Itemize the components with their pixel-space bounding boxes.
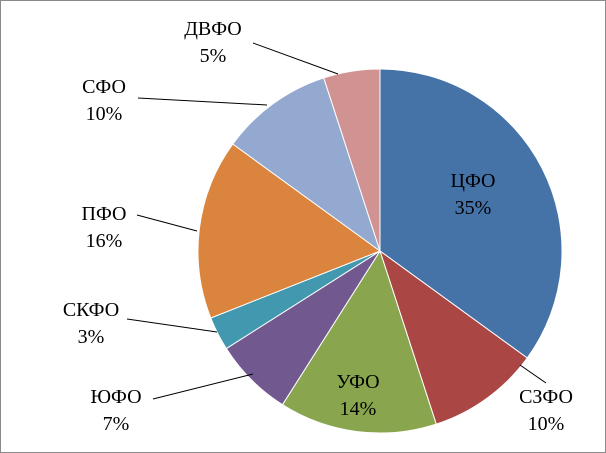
pie-slice-ЦФО (379, 68, 563, 359)
slice-percent-СЗФО: 10% (528, 413, 565, 435)
slice-name-ПФО: ПФО (82, 203, 127, 225)
slice-percent-ПФО: 16% (86, 230, 123, 252)
pie-slice-ПФО (197, 143, 382, 319)
slice-percent-ДВФО: 5% (200, 45, 227, 67)
slice-name-СЗФО: СЗФО (519, 386, 573, 408)
leader-line-ДВФО (252, 42, 339, 75)
slice-percent-СКФО: 3% (78, 326, 105, 348)
slice-labels: ЦФО 35% СЗФО 10% УФО 14% ЮФО 7% СКФО 3% ПФО 16% СФО 1… (63, 18, 573, 435)
leader-line-СЗФО (519, 364, 547, 384)
leader-lines (126, 42, 547, 400)
slice-percent-ЮФО: 7% (103, 413, 130, 435)
slice-label-ПФО: ПФО 16% (82, 203, 127, 252)
leader-line-ПФО (136, 214, 198, 232)
slice-label-ЦФО: ЦФО 35% (451, 170, 496, 219)
pie-slice-СЗФО (379, 249, 528, 425)
slice-percent-СФО: 10% (86, 103, 123, 125)
pie-slice-ДВФО (323, 68, 381, 252)
slice-label-СФО: СФО 10% (82, 76, 126, 125)
slice-percent-УФО: 14% (340, 398, 377, 420)
slice-label-ЮФО: ЮФО 7% (90, 386, 141, 435)
pie-slice-СФО (232, 77, 381, 253)
slice-label-СКФО: СКФО 3% (63, 299, 119, 348)
slice-name-ДВФО: ДВФО (184, 18, 241, 40)
leader-line-СКФО (126, 318, 218, 333)
pie-slices (197, 68, 563, 434)
slice-name-СФО: СФО (82, 76, 126, 98)
slice-label-ДВФО: ДВФО 5% (184, 18, 241, 67)
leader-line-ЮФО (152, 373, 254, 400)
slice-name-ЮФО: ЮФО (90, 386, 141, 408)
slice-name-СКФО: СКФО (63, 299, 119, 321)
leader-line-СФО (137, 97, 268, 106)
slice-percent-ЦФО: 35% (455, 197, 492, 219)
slice-name-УФО: УФО (336, 371, 379, 393)
slice-name-ЦФО: ЦФО (451, 170, 496, 192)
slice-label-СЗФО: СЗФО 10% (519, 386, 573, 435)
pie-slice-УФО (281, 249, 437, 434)
slice-label-УФО: УФО 14% (336, 371, 379, 420)
